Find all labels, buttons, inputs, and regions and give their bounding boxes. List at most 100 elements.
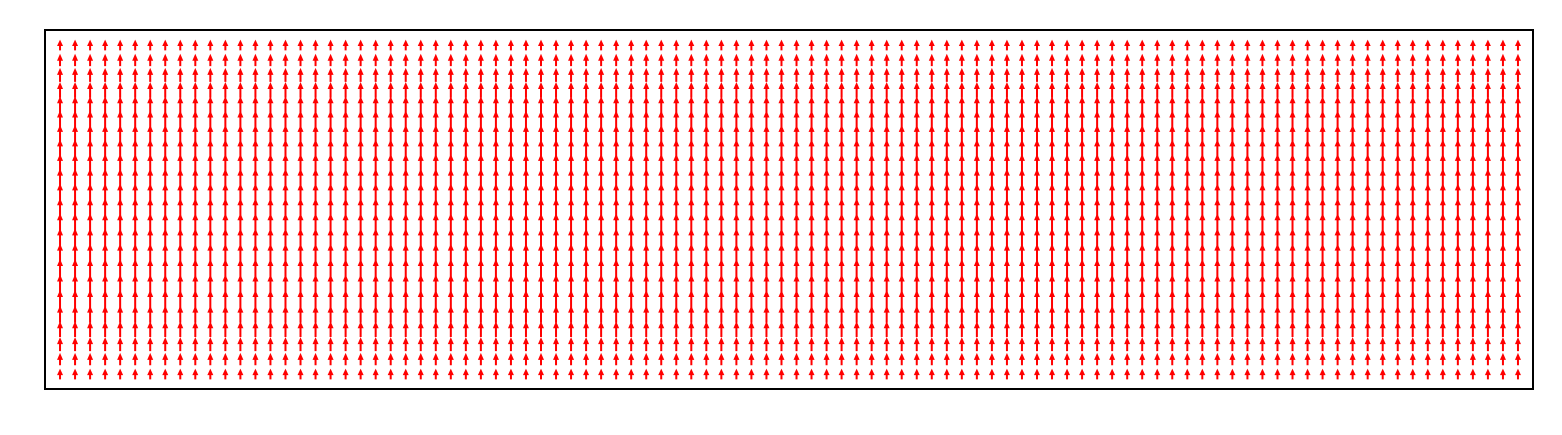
arrow [1018,305,1025,323]
arrow [522,352,529,366]
arrow [1184,153,1191,176]
arrow [748,368,755,380]
arrow [1514,337,1521,352]
arrow [988,96,995,114]
arrow [462,259,469,280]
arrow [1184,110,1191,130]
arrow [583,96,590,114]
arrow [312,39,319,51]
arrow [162,321,169,338]
arrow [1154,168,1161,191]
arrow [222,289,229,309]
arrow [808,96,815,114]
arrow [162,183,169,206]
arrow [222,305,229,323]
arrow [417,321,424,338]
arrow [778,259,785,280]
arrow [1169,168,1176,191]
arrow [1484,305,1491,323]
arrow [1424,368,1431,380]
arrow [1424,198,1431,221]
arrow [1184,213,1191,236]
arrow [1003,213,1010,236]
arrow [87,139,94,160]
arrow [72,243,79,266]
arrow [883,305,890,323]
arrow [1349,213,1356,236]
arrow [778,198,785,221]
arrow [763,183,770,206]
arrow [808,243,815,266]
arrow [868,183,875,206]
arrow [207,153,214,176]
arrow [778,368,785,380]
arrow [192,352,199,366]
arrow [1514,274,1521,295]
arrow [1139,198,1146,221]
arrow [1049,96,1056,114]
arrow [1199,139,1206,160]
arrow [838,368,845,380]
arrow [913,124,920,145]
arrow [643,305,650,323]
arrow [733,110,740,130]
arrow [342,321,349,338]
arrow [973,39,980,51]
arrow [327,274,334,295]
arrow [267,198,274,221]
arrow [628,168,635,191]
arrow [553,259,560,280]
arrow [87,213,94,236]
arrow [162,67,169,82]
arrow [477,81,484,98]
arrow [1319,67,1326,82]
arrow [507,243,514,266]
arrow [1124,305,1131,323]
arrow [1154,53,1161,67]
arrow [297,368,304,380]
arrow [492,67,499,82]
arrow [643,53,650,67]
arrow [1334,259,1341,280]
arrow [237,110,244,130]
arrow [1124,274,1131,295]
arrow [402,337,409,352]
arrow [462,198,469,221]
arrow [1169,124,1176,145]
arrow [583,289,590,309]
arrow [658,213,665,236]
arrow [1259,67,1266,82]
arrow [673,168,680,191]
arrow [1199,337,1206,352]
arrow [507,305,514,323]
arrow [763,228,770,251]
arrow [1304,81,1311,98]
arrow [237,243,244,266]
arrow [1079,124,1086,145]
arrow [868,67,875,82]
arrow [853,153,860,176]
arrow [1289,228,1296,251]
arrow [1229,39,1236,51]
arrow [1439,228,1446,251]
arrow [1274,243,1281,266]
arrow [643,153,650,176]
arrow [988,153,995,176]
arrow [1439,53,1446,67]
arrow [1469,228,1476,251]
arrow [297,124,304,145]
arrow [447,228,454,251]
arrow [1139,168,1146,191]
arrow [748,67,755,82]
arrow [1003,139,1010,160]
arrow [432,139,439,160]
arrow [568,274,575,295]
arrow [372,259,379,280]
arrow [72,39,79,51]
arrow [492,228,499,251]
arrow [718,274,725,295]
arrow [973,213,980,236]
arrow [1334,243,1341,266]
arrow [1394,321,1401,338]
arrow [643,274,650,295]
